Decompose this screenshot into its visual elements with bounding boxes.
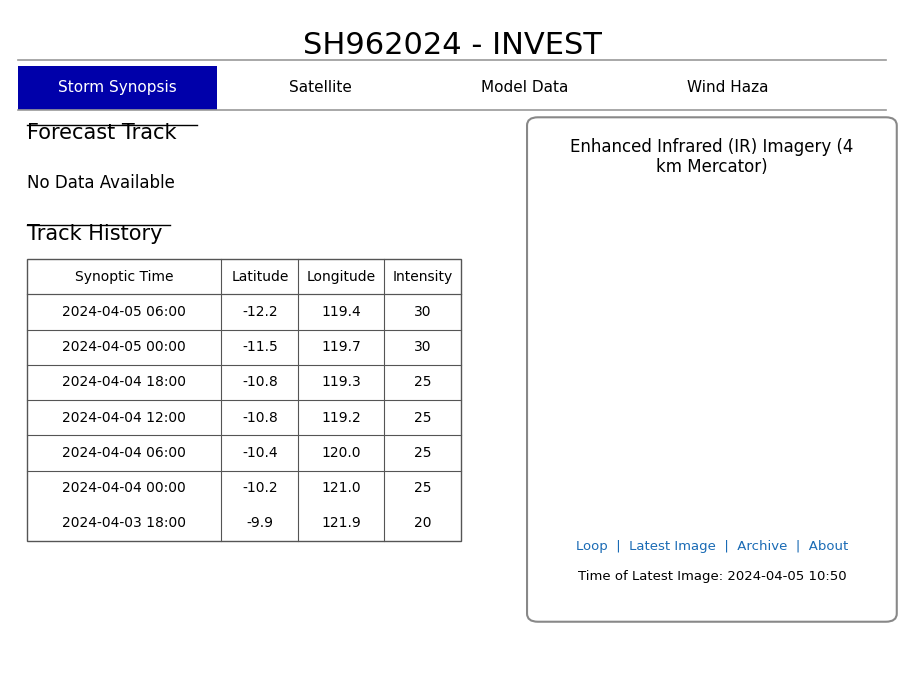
Text: Wind Haza: Wind Haza [686,80,768,96]
Text: 25: 25 [414,481,431,495]
Bar [825,525,834,535]
Text: 119.2: 119.2 [321,411,360,424]
Text: 30: 30 [414,340,431,354]
Text: 121.0: 121.0 [321,481,360,495]
Text: Satellite: Satellite [289,80,352,96]
Text: 120.0: 120.0 [321,446,360,460]
Bar [869,525,878,535]
Text: Latitude: Latitude [231,270,288,283]
Bar [808,525,817,535]
Bar [843,525,852,535]
Text: Synoptic Time: Synoptic Time [75,270,173,283]
Text: 2024-04-05 06:00: 2024-04-05 06:00 [62,305,186,319]
Text: -10.4: -10.4 [242,446,277,460]
Text: 2024-04-03 18:00: 2024-04-03 18:00 [62,517,186,530]
Text: 2024-04-04 06:00: 2024-04-04 06:00 [62,446,186,460]
Text: Intensity: Intensity [392,270,452,283]
Text: -12.2: -12.2 [242,305,277,319]
Text: -10.8: -10.8 [242,411,277,424]
Text: -10.2: -10.2 [242,481,277,495]
Bar [800,525,808,535]
Text: No Data Available: No Data Available [27,174,175,193]
Text: -11.5: -11.5 [242,340,277,354]
Text: 119.3: 119.3 [321,376,360,389]
Text: 25: 25 [414,376,431,389]
Text: 2024-04-04 18:00: 2024-04-04 18:00 [62,376,186,389]
Text: 2024-04-04 00:00: 2024-04-04 00:00 [62,481,186,495]
Text: Track History: Track History [27,224,163,243]
Text: 2024-04-05 00:00: 2024-04-05 00:00 [62,340,186,354]
Text: 25: 25 [414,446,431,460]
Text: 121.9: 121.9 [321,517,360,530]
Text: 119.7: 119.7 [321,340,360,354]
Text: 10001  HIMAWARI-9 13   5 APR 24096 105000 10183 09701 01 00: 10001 HIMAWARI-9 13 5 APR 24096 105000 1… [548,527,740,532]
Bar [834,525,843,535]
Text: Forecast Track: Forecast Track [27,123,176,143]
Text: 20: 20 [414,517,431,530]
Bar [791,525,800,535]
Text: Time of Latest Image: 2024-04-05 10:50: Time of Latest Image: 2024-04-05 10:50 [577,570,845,583]
Text: -9.9: -9.9 [247,517,273,530]
Bar [852,525,861,535]
Text: 119.4: 119.4 [321,305,360,319]
Text: Model Data: Model Data [480,80,567,96]
Text: Enhanced Infrared (IR) Imagery (4
km Mercator): Enhanced Infrared (IR) Imagery (4 km Mer… [570,138,852,176]
Text: Longitude: Longitude [306,270,376,283]
Text: Loop  |  Latest Image  |  Archive  |  About: Loop | Latest Image | Archive | About [575,540,847,553]
Text: 30: 30 [414,305,431,319]
Text: SH962024 - INVEST: SH962024 - INVEST [303,31,600,60]
Bar [817,525,825,535]
Text: 2024-04-04 12:00: 2024-04-04 12:00 [62,411,186,424]
Text: Storm Synopsis: Storm Synopsis [58,80,177,96]
Bar [861,525,869,535]
Text: 25: 25 [414,411,431,424]
Text: -10.8: -10.8 [242,376,277,389]
